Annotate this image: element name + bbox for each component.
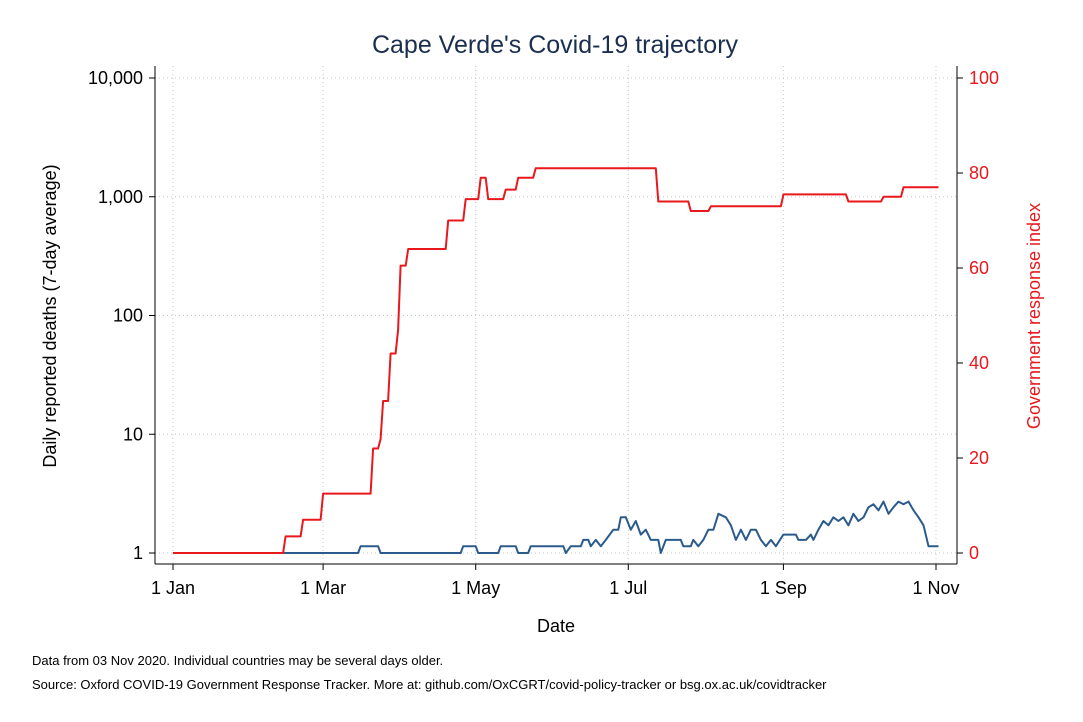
left-axis-label: Daily reported deaths (7-day average) xyxy=(40,164,60,467)
right-tick-label: 60 xyxy=(969,258,989,278)
right-tick-label: 100 xyxy=(969,68,999,88)
x-tick-label: 1 Jan xyxy=(151,578,195,598)
left-axis-ticks: 1 10 100 1,000 10,000 xyxy=(88,68,155,563)
left-tick-label: 1,000 xyxy=(98,187,143,207)
grid xyxy=(155,66,957,564)
left-tick-label: 10 xyxy=(123,424,143,444)
x-tick-label: 1 Mar xyxy=(300,578,346,598)
left-tick-label: 100 xyxy=(113,306,143,326)
chart-title: Cape Verde's Covid-19 trajectory xyxy=(372,31,739,59)
series-line-deaths xyxy=(173,500,939,554)
x-axis-ticks: 1 Jan 1 Mar 1 May 1 Jul 1 Sep 1 Nov xyxy=(151,564,960,598)
source-note: Source: Oxford COVID-19 Government Respo… xyxy=(32,677,827,692)
left-tick-label: 1 xyxy=(133,543,143,563)
series-line-response xyxy=(173,167,939,554)
x-tick-label: 1 Jul xyxy=(609,578,647,598)
right-axis-label: Government response index xyxy=(1024,203,1044,429)
x-tick-label: 1 May xyxy=(451,578,500,598)
right-tick-label: 80 xyxy=(969,163,989,183)
right-tick-label: 20 xyxy=(969,448,989,468)
right-tick-label: 0 xyxy=(969,543,979,563)
data-note: Data from 03 Nov 2020. Individual countr… xyxy=(32,653,444,668)
x-tick-label: 1 Sep xyxy=(760,578,807,598)
x-axis-label: Date xyxy=(537,616,575,636)
left-tick-label: 10,000 xyxy=(88,68,143,88)
right-tick-label: 40 xyxy=(969,353,989,373)
right-axis-ticks: 0 20 40 60 80 100 xyxy=(957,68,999,563)
x-tick-label: 1 Nov xyxy=(912,578,959,598)
